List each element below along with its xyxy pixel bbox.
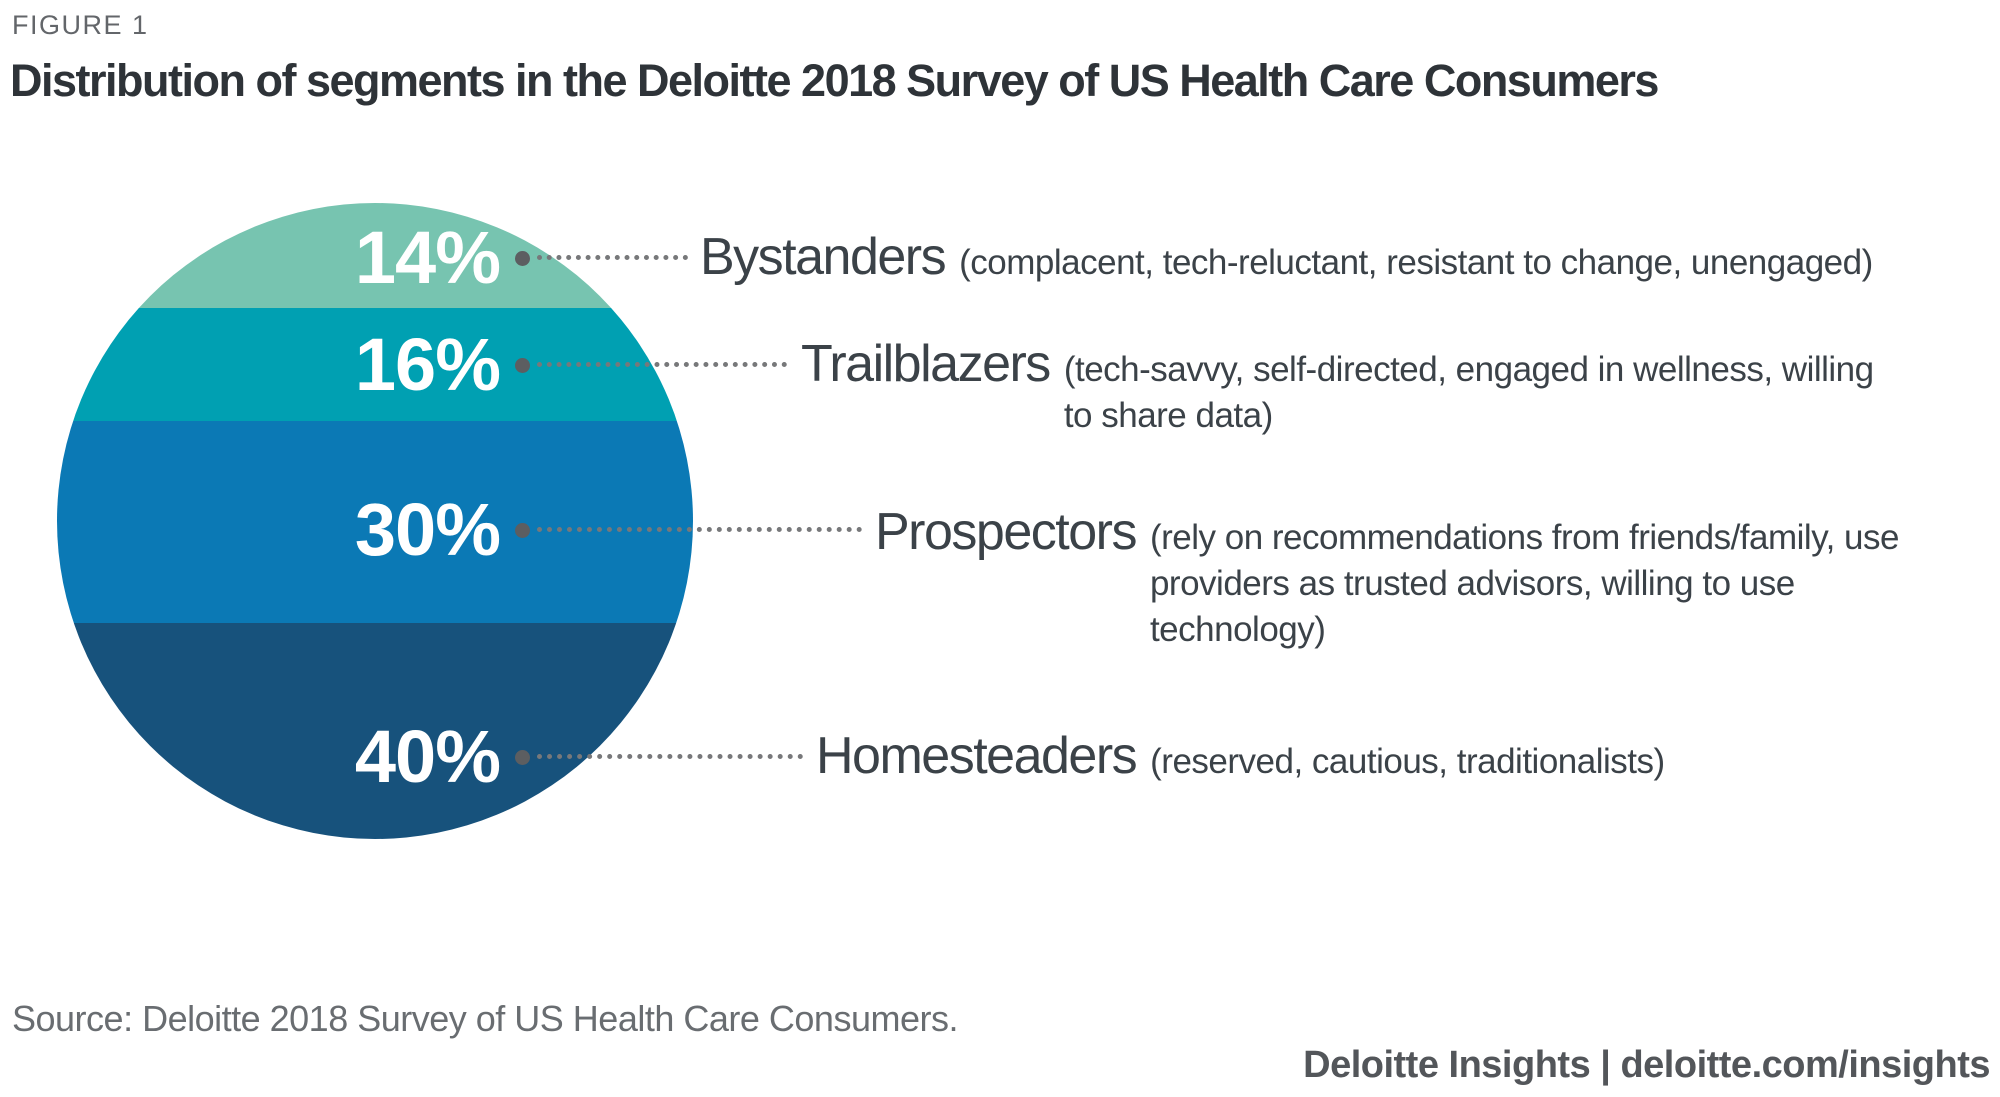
segment-name: Trailblazers <box>801 335 1051 393</box>
page-title: Distribution of segments in the Deloitte… <box>10 55 1659 106</box>
value-label-bystanders: 14% <box>354 216 501 299</box>
legend-item-prospectors: Prospectors (rely on recommendations fro… <box>875 503 1930 654</box>
leader-dot-icon <box>515 523 530 538</box>
leader-dot-icon <box>515 251 530 266</box>
legend-item-trailblazers: Trailblazers (tech-savvy, self-directed,… <box>801 335 1894 439</box>
segment-description: (tech-savvy, self-directed, engaged in w… <box>1063 350 1874 436</box>
figure-label: FIGURE 1 <box>12 10 149 40</box>
segment-description: (rely on recommendations from friends/fa… <box>1149 518 1900 650</box>
band-prospectors <box>57 421 693 623</box>
footer-branding-link[interactable]: Deloitte Insights | deloitte.com/insight… <box>1303 1044 1990 1086</box>
leader-line <box>537 362 787 367</box>
segment-description: (reserved, cautious, traditionalists) <box>1150 742 1665 781</box>
value-label-homesteaders: 40% <box>354 715 501 798</box>
leader-dot-icon <box>515 750 530 765</box>
segment-name: Prospectors <box>875 503 1137 561</box>
segment-description: (complacent, tech-reluctant, resistant t… <box>959 243 1873 282</box>
source-note: Source: Deloitte 2018 Survey of US Healt… <box>12 998 958 1039</box>
value-label-prospectors: 30% <box>354 488 501 571</box>
band-homesteaders <box>57 623 693 839</box>
legend-item-homesteaders: Homesteaders (reserved, cautious, tradit… <box>816 727 1665 787</box>
leader-line <box>537 754 803 759</box>
legend-item-bystanders: Bystanders (complacent, tech-reluctant, … <box>700 228 1873 288</box>
segment-name: Homesteaders <box>816 727 1138 785</box>
value-label-trailblazers: 16% <box>354 323 501 406</box>
leader-line <box>537 255 688 260</box>
leader-dot-icon <box>515 358 530 373</box>
leader-line <box>537 527 862 532</box>
segment-name: Bystanders <box>700 228 947 286</box>
